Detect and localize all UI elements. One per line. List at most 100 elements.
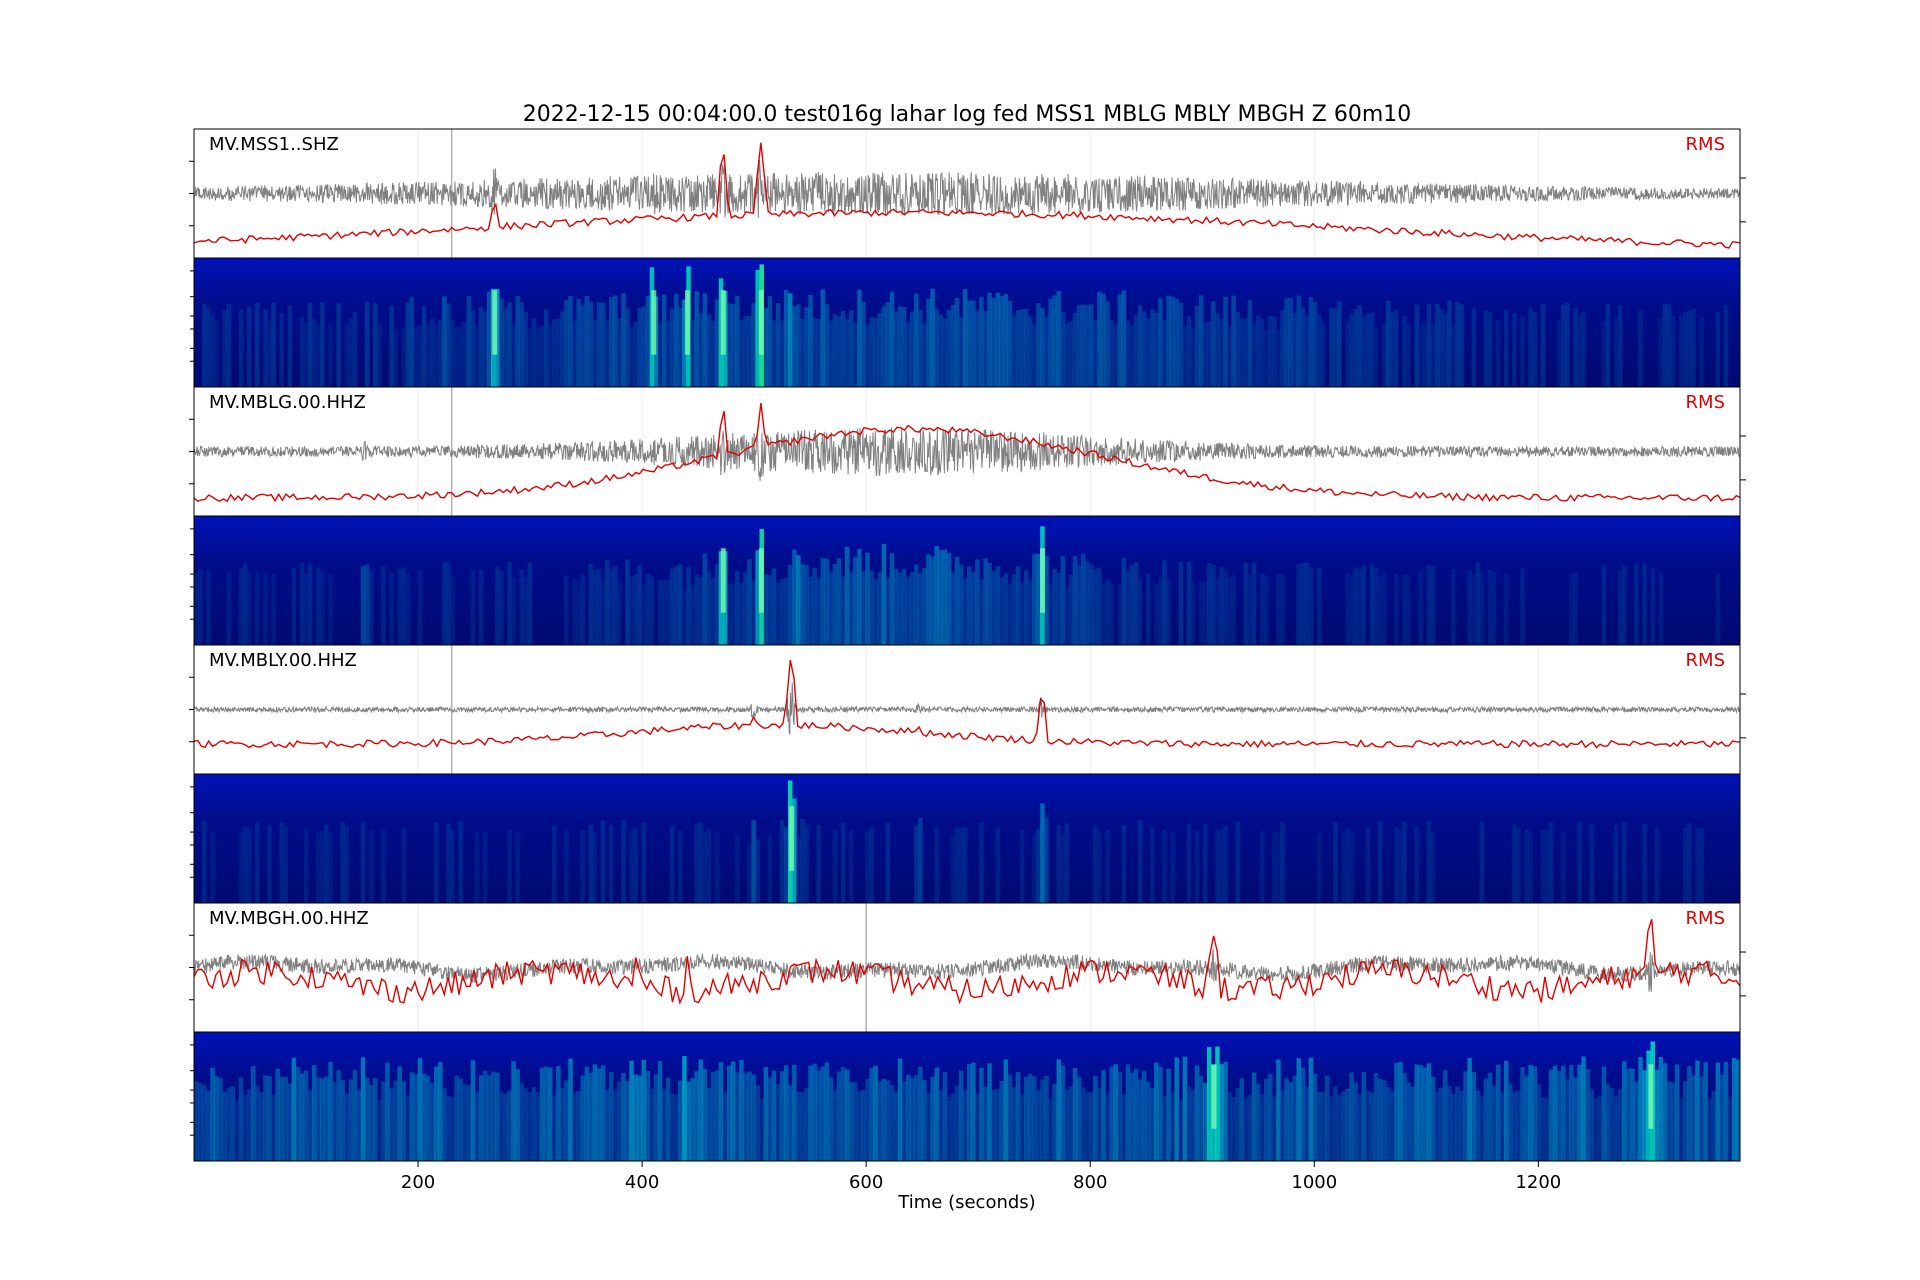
spectrogram-column [665, 579, 671, 645]
spectrogram-column [865, 552, 870, 645]
spectrogram-column [804, 307, 809, 387]
spectrogram-column [954, 827, 960, 903]
spectrogram-column [515, 296, 520, 387]
spectrogram-column [840, 576, 846, 645]
spectrogram-column [613, 565, 618, 645]
spectrogram-column [674, 294, 679, 387]
spectrogram-column [1316, 567, 1322, 645]
spectrogram-column [657, 322, 663, 387]
spectrogram-column [1044, 1075, 1049, 1161]
spectrogram-column [1186, 1086, 1192, 1161]
spectrogram-column [751, 303, 756, 387]
spectrogram-column [470, 570, 476, 645]
spectrogram-column [922, 323, 927, 387]
spectrogram-column [1243, 318, 1249, 387]
spectrogram-column [938, 550, 943, 645]
spectrogram-column [1414, 304, 1419, 387]
waveform-panel [194, 903, 1740, 1032]
spectrogram-column [771, 320, 777, 387]
spectrogram-column [1109, 583, 1114, 645]
spectrogram-column [702, 293, 708, 387]
spectrogram-column [596, 302, 602, 387]
spectrogram-column [1003, 1059, 1009, 1161]
spectrogram-column [458, 1078, 463, 1161]
spectrogram-column [1410, 1086, 1415, 1161]
spectrogram-column [1353, 567, 1358, 645]
spectrogram-column [808, 294, 813, 387]
spectrogram-column [1089, 1092, 1094, 1161]
spectrogram-column [975, 559, 980, 645]
spectrogram-column [1304, 1087, 1310, 1161]
spectrogram-column [1162, 1096, 1167, 1161]
spectrogram-column [914, 825, 919, 903]
spectrogram-column [1349, 1072, 1354, 1161]
spectrogram-column [853, 557, 858, 645]
spectrogram-column [1064, 586, 1070, 645]
spectrogram-column [340, 822, 345, 903]
spectrogram-column [1117, 294, 1122, 387]
spectrogram-column [800, 318, 805, 387]
spectrogram-column [1223, 1061, 1228, 1161]
spectrogram-column [975, 310, 980, 387]
spectrogram-column [1064, 322, 1070, 387]
spectrogram-column [657, 1061, 663, 1161]
spectrogram-column [983, 558, 988, 645]
spectrogram-column [1068, 321, 1074, 387]
spectrogram-column [600, 820, 606, 903]
spectrogram-column [1430, 1076, 1436, 1161]
spectrogram-column [1418, 324, 1424, 387]
spectrogram-column [918, 309, 923, 387]
spectrogram-column [1178, 562, 1184, 645]
spectrogram-column [979, 822, 984, 903]
spectrogram-column [710, 1071, 716, 1161]
spectrogram-column [1451, 325, 1456, 387]
spectrogram-column [328, 1062, 333, 1161]
spectrogram-column [1349, 575, 1354, 645]
spectrogram-column [1459, 304, 1464, 387]
spectrogram-column [552, 825, 557, 903]
spectrogram-column [1085, 561, 1090, 645]
spectrogram-column [991, 571, 996, 645]
spectrogram-column [1561, 1065, 1566, 1161]
spectrogram-column [1251, 1072, 1257, 1161]
spectrogram-column [1658, 573, 1664, 645]
spectrogram-column [1072, 313, 1078, 387]
spectrogram-column [840, 823, 846, 903]
spectrogram-column [714, 299, 720, 387]
spectrogram-column [759, 1098, 764, 1161]
spectrogram-column [576, 1091, 581, 1161]
spectrogram-column [1544, 1098, 1550, 1161]
spectrogram-column [1406, 574, 1411, 645]
spectrogram-column [1125, 571, 1131, 645]
spectrogram-column [1475, 1090, 1481, 1161]
spectrogram-column [702, 1069, 708, 1161]
spectrogram-column [869, 316, 874, 387]
spectrogram-column [1369, 1092, 1375, 1161]
spectrogram-column [1211, 565, 1216, 645]
spectrogram-column [1573, 308, 1578, 387]
spectrogram-column [238, 309, 244, 387]
spectrogram-column [747, 844, 752, 903]
spectrogram-column [198, 570, 203, 645]
spectrogram-column [674, 1095, 679, 1161]
spectrogram-column [1223, 297, 1228, 387]
spectrogram-column [1219, 318, 1224, 387]
spectrogram-column [946, 1096, 952, 1161]
spectrogram-column [641, 584, 646, 645]
spectrogram-column [1422, 322, 1428, 387]
spectrogram-column [820, 1066, 825, 1161]
spectrogram-column [1182, 1056, 1188, 1161]
spectrogram-column [377, 322, 382, 387]
spectrogram-column [1255, 1084, 1261, 1161]
spectrogram-column [401, 567, 406, 645]
spectrogram-column [1402, 1073, 1407, 1161]
spectrogram-column [641, 822, 646, 903]
spectrogram-column [1060, 556, 1066, 645]
spectrogram-column [958, 317, 964, 387]
spectrogram-column [1280, 1090, 1285, 1161]
spectrogram-column [1674, 1064, 1680, 1161]
spectrogram-column [934, 1067, 939, 1161]
spectrogram-column [1569, 1065, 1574, 1161]
spectrogram-column [946, 553, 952, 645]
spectrogram-column [1630, 1068, 1635, 1161]
